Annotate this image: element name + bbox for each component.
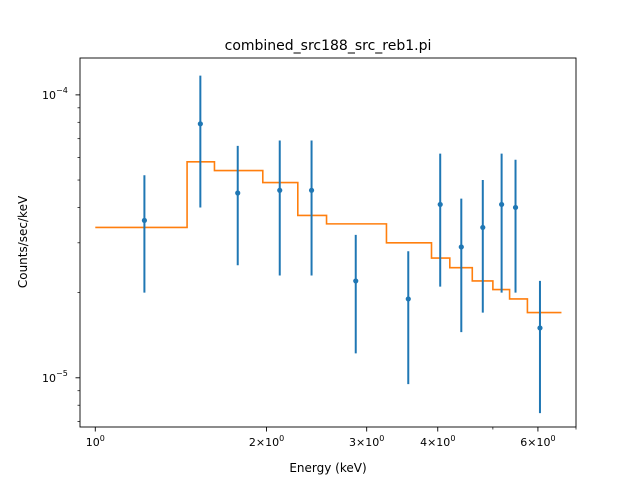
data-point bbox=[437, 201, 443, 208]
data-point bbox=[537, 325, 543, 331]
data-point bbox=[499, 201, 505, 208]
y-tick-label: 10 bbox=[42, 372, 56, 385]
plot-area bbox=[95, 75, 562, 414]
data-point bbox=[277, 187, 283, 193]
x-tick-label: 4×100 bbox=[420, 434, 455, 449]
x-axis-label: Energy (keV) bbox=[289, 461, 366, 475]
data-point bbox=[353, 278, 359, 284]
data-point bbox=[480, 224, 486, 231]
data-point bbox=[308, 187, 315, 193]
data-point bbox=[235, 190, 241, 196]
data-point bbox=[512, 204, 519, 211]
data-point bbox=[141, 217, 148, 224]
y-tick-exponent: −4 bbox=[56, 86, 68, 95]
data-point bbox=[458, 244, 464, 250]
y-tick-exponent: −5 bbox=[56, 369, 68, 378]
data-point bbox=[197, 121, 203, 127]
x-tick-label: 3×100 bbox=[349, 434, 384, 449]
y-tick-label: 10 bbox=[42, 89, 56, 102]
chart-title: combined_src188_src_reb1.pi bbox=[225, 38, 432, 54]
model-step-line bbox=[95, 161, 562, 314]
x-tick-label: 2×100 bbox=[249, 434, 284, 449]
x-tick-label: 6×100 bbox=[520, 434, 555, 449]
data-point bbox=[405, 296, 411, 302]
y-axis-label: Counts/sec/keV bbox=[16, 195, 30, 288]
